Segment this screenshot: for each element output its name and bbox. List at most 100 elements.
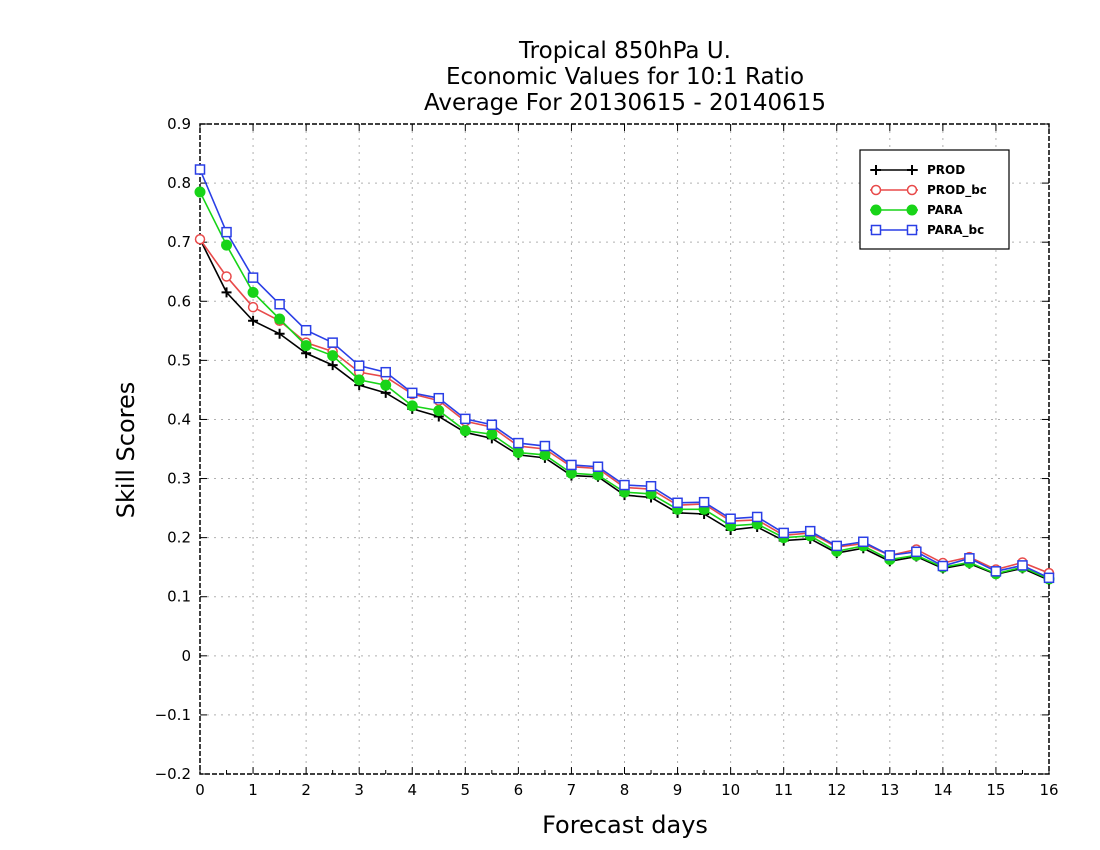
legend-item-para-bc: PARA_bc (870, 223, 984, 238)
legend-label-prod-bc: PROD_bc (927, 183, 987, 198)
y-axis-label: Skill Scores (112, 382, 140, 519)
y-tick-label: 0.3 (167, 470, 191, 488)
x-tick-label: 9 (673, 781, 683, 799)
y-tick-label: 0.5 (167, 351, 191, 369)
data-point-para-bc (300, 324, 312, 336)
series-layer (194, 164, 1055, 586)
data-point-para-bc (751, 511, 763, 523)
data-point-para-bc (831, 540, 842, 552)
data-point-para-bc (486, 419, 498, 431)
legend-item-para: PARA (870, 203, 963, 217)
y-tick-label: −0.1 (155, 706, 191, 724)
data-point-para-bc (990, 566, 1002, 577)
data-point-prod (221, 287, 232, 298)
x-tick-label: 5 (461, 781, 471, 799)
data-point-para-bc (1043, 572, 1055, 584)
x-tick-label: 8 (620, 781, 630, 799)
series-para-bc (194, 164, 1055, 584)
data-point-prod-bc (221, 271, 232, 282)
x-tick-label: 13 (880, 781, 899, 799)
data-point-para (300, 340, 312, 352)
data-point-prod (274, 328, 285, 339)
data-point-para-bc (407, 387, 418, 399)
legend-item-prod: PROD (870, 163, 965, 177)
data-point-para-bc (964, 553, 975, 564)
title-line-2: Economic Values for 10:1 Ratio (446, 64, 804, 90)
x-tick-label: 3 (354, 781, 364, 799)
y-tick-label: 0.8 (167, 174, 191, 192)
data-point-para (539, 449, 551, 461)
x-axis-label: Forecast days (542, 811, 708, 839)
legend-marker-para (906, 204, 918, 216)
y-tick-label: 0.1 (167, 588, 191, 606)
title-line-3: Average For 20130615 - 20140615 (424, 90, 826, 116)
data-point-para (512, 447, 524, 459)
data-point-para (327, 350, 339, 362)
x-axis-ticks: 0 1 2 3 4 5 6 7 8 9 10 11 12 13 14 15 16 (195, 124, 1059, 799)
data-point-para-bc (698, 496, 710, 508)
data-point-para-bc (513, 437, 524, 449)
data-point-para-bc (937, 560, 949, 572)
legend-box (859, 149, 1010, 250)
legend-marker-prod-bc (906, 184, 918, 196)
y-tick-label: 0.2 (167, 529, 191, 547)
data-point-para-bc (858, 536, 869, 548)
y-tick-label: 0.7 (167, 233, 191, 251)
legend-marker-para (870, 204, 882, 216)
x-tick-label: 4 (407, 781, 417, 799)
data-point-prod-bc (194, 233, 206, 245)
data-point-para-bc (460, 413, 471, 425)
legend: PROD PROD_bc PARA PARA_bc (859, 149, 1010, 250)
x-tick-label: 14 (933, 781, 952, 799)
data-point-para-bc (672, 497, 683, 509)
legend-item-prod-bc: PROD_bc (870, 183, 987, 198)
x-tick-label: 15 (986, 781, 1005, 799)
data-point-para-bc (725, 513, 736, 524)
x-tick-label: 10 (721, 781, 740, 799)
data-point-para-bc (247, 272, 259, 283)
data-point-para-bc (274, 298, 285, 310)
data-point-para-bc (539, 440, 551, 452)
legend-marker-para-bc (870, 224, 882, 236)
data-point-prod-bc (247, 301, 259, 313)
data-point-para (274, 313, 286, 325)
data-point-para-bc (221, 226, 232, 238)
data-point-para-bc (433, 392, 445, 404)
data-point-para (221, 239, 233, 251)
legend-marker-para-bc (906, 224, 918, 236)
series-line-prod (199, 238, 1050, 581)
data-point-para (486, 428, 498, 440)
data-point-para (194, 186, 206, 198)
data-point-prod (327, 360, 338, 371)
y-tick-label: 0.9 (167, 115, 191, 133)
data-point-para-bc (1017, 560, 1028, 571)
x-tick-label: 16 (1039, 781, 1058, 799)
data-point-para-bc (380, 366, 391, 378)
x-tick-label: 1 (248, 781, 258, 799)
grid-lines (200, 124, 1049, 774)
y-tick-label: 0.6 (167, 292, 191, 310)
legend-label-prod: PROD (927, 163, 965, 177)
legend-marker-prod (871, 165, 881, 175)
x-tick-label: 6 (514, 781, 524, 799)
data-point-para (459, 425, 471, 437)
data-point-para (406, 400, 418, 412)
y-axis-ticks: −0.2 −0.1 0 0.1 0.2 0.3 0.4 0.5 0.6 0.7 0.8 0.9 (155, 115, 1049, 783)
legend-label-para: PARA (927, 203, 963, 217)
data-point-para (380, 379, 392, 391)
data-point-para (353, 374, 365, 386)
data-point-para-bc (619, 479, 630, 491)
legend-marker-prod-bc (870, 184, 882, 196)
data-point-para-bc (592, 461, 604, 472)
data-point-para-bc (911, 546, 922, 558)
data-point-para-bc (884, 550, 896, 561)
data-point-para-bc (778, 527, 789, 539)
data-point-para (433, 405, 445, 417)
x-tick-label: 0 (195, 781, 205, 799)
data-point-para-bc (194, 164, 206, 175)
x-tick-label: 12 (827, 781, 846, 799)
x-tick-label: 7 (567, 781, 577, 799)
data-point-para-bc (353, 360, 365, 371)
x-tick-label: 2 (301, 781, 311, 799)
